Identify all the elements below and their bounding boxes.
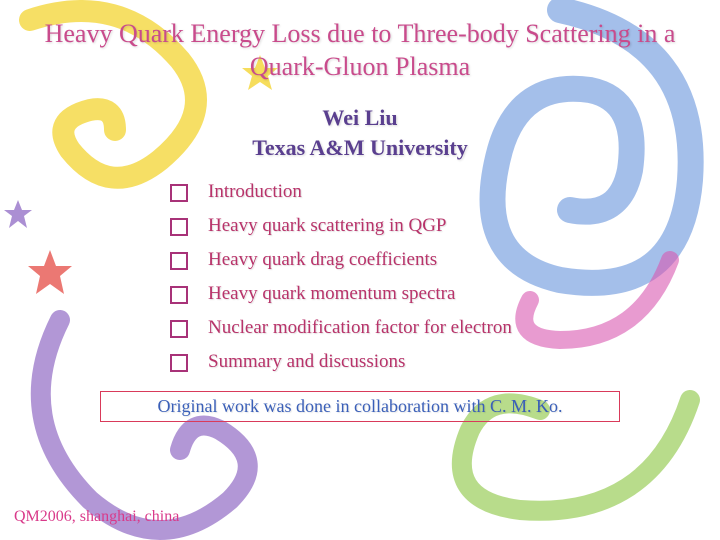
conference-label: QM2006, shanghai, china bbox=[14, 508, 179, 526]
outline-item: Heavy quark drag coefficients bbox=[170, 249, 590, 271]
outline-list: Introduction Heavy quark scattering in Q… bbox=[130, 181, 590, 373]
outline-item: Introduction bbox=[170, 181, 590, 203]
author-name: Wei Liu bbox=[40, 105, 680, 131]
outline-item: Heavy quark scattering in QGP bbox=[170, 215, 590, 237]
outline-item: Nuclear modification factor for electron bbox=[170, 317, 590, 339]
author-block: Wei Liu Texas A&M University bbox=[40, 105, 680, 161]
affiliation: Texas A&M University bbox=[40, 135, 680, 161]
outline-item: Heavy quark momentum spectra bbox=[170, 283, 590, 305]
slide-content: Heavy Quark Energy Loss due to Three-bod… bbox=[0, 0, 720, 540]
slide-title: Heavy Quark Energy Loss due to Three-bod… bbox=[40, 18, 680, 83]
outline-item: Summary and discussions bbox=[170, 351, 590, 373]
footnote-box: Original work was done in collaboration … bbox=[100, 391, 620, 422]
